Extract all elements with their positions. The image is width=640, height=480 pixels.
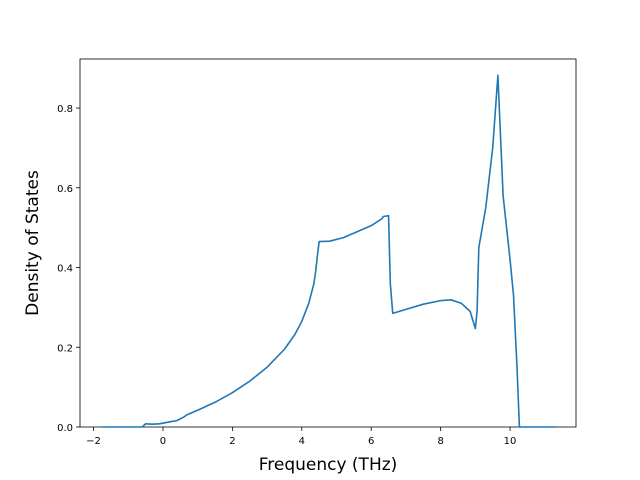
y-axis-label: Density of States [23, 170, 43, 316]
x-tick-label: 0 [160, 436, 166, 447]
y-tick-label: 0.8 [57, 104, 73, 115]
x-tick-label: 4 [299, 436, 305, 447]
plot-frame [79, 58, 577, 428]
x-tick-label: 8 [437, 436, 443, 447]
y-tick-label: 0.4 [57, 264, 73, 275]
x-tick-label: −2 [86, 436, 101, 447]
line-series [101, 74, 556, 428]
y-tick-label: 0.6 [57, 184, 73, 195]
x-axis-label: Frequency (THz) [259, 455, 398, 475]
x-tick-label: 10 [504, 436, 517, 447]
y-tick-label: 0.0 [57, 423, 73, 434]
y-tick-label: 0.2 [57, 343, 73, 354]
x-tick-label: 2 [229, 436, 235, 447]
x-tick-label: 6 [368, 436, 374, 447]
